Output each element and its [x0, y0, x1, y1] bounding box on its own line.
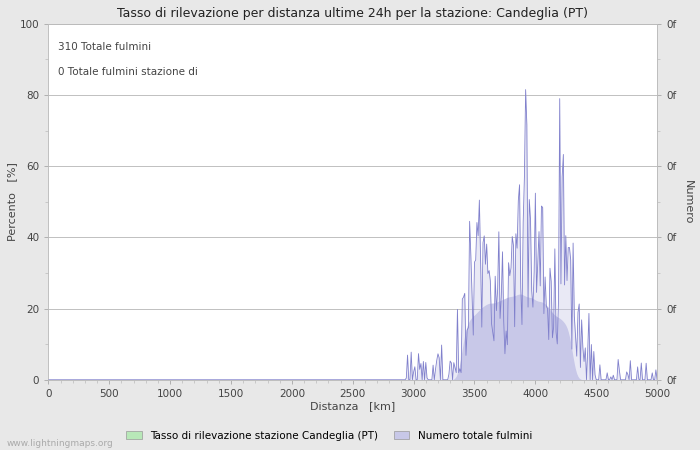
Legend: Tasso di rilevazione stazione Candeglia (PT), Numero totale fulmini: Tasso di rilevazione stazione Candeglia …: [122, 427, 536, 445]
Text: www.lightningmaps.org: www.lightningmaps.org: [7, 439, 113, 448]
X-axis label: Distanza   [km]: Distanza [km]: [310, 401, 396, 412]
Title: Tasso di rilevazione per distanza ultime 24h per la stazione: Candeglia (PT): Tasso di rilevazione per distanza ultime…: [117, 7, 588, 20]
Text: 310 Totale fulmini: 310 Totale fulmini: [57, 42, 150, 52]
Y-axis label: Percento   [%]: Percento [%]: [7, 162, 17, 241]
Y-axis label: Numero: Numero: [683, 180, 693, 224]
Text: 0 Totale fulmini stazione di: 0 Totale fulmini stazione di: [57, 67, 197, 76]
